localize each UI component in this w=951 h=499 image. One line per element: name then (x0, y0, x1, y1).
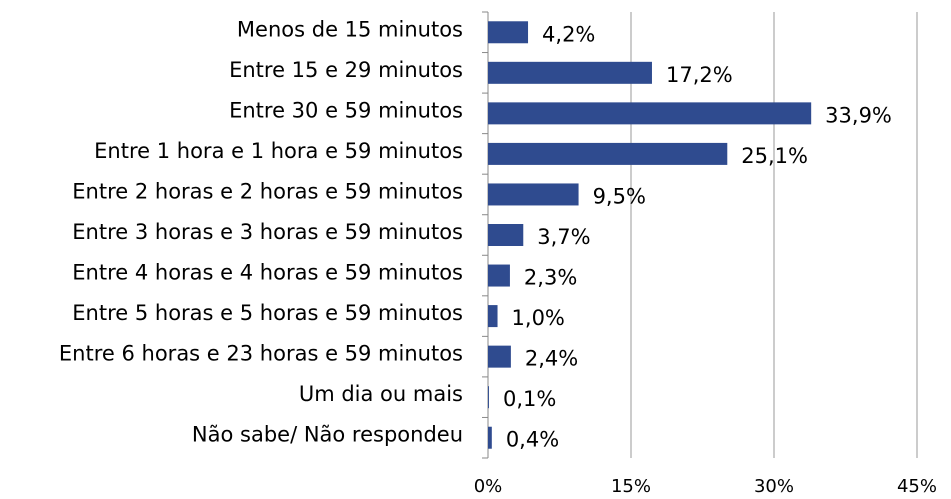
x-tick-label: 0% (474, 476, 503, 497)
bar (488, 61, 652, 84)
y-tick-label: Entre 4 horas e 4 horas e 59 minutos (72, 261, 463, 285)
value-label: 9,5% (593, 184, 646, 208)
value-label: 1,0% (512, 306, 565, 330)
bar (488, 102, 812, 125)
x-tick-label: 30% (754, 476, 794, 497)
y-tick-label: Não sabe/ Não respondeu (192, 423, 463, 447)
x-tick-label: 15% (611, 476, 651, 497)
bar (488, 426, 492, 449)
y-tick-label: Entre 15 e 29 minutos (229, 58, 463, 82)
y-tick-label: Menos de 15 minutos (237, 17, 463, 41)
value-label: 4,2% (542, 22, 595, 46)
value-label: 3,7% (537, 225, 590, 249)
y-tick-label: Entre 30 e 59 minutos (229, 98, 463, 122)
value-label: 33,9% (825, 103, 892, 127)
bar (488, 386, 489, 409)
y-tick-label: Entre 3 horas e 3 horas e 59 minutos (72, 220, 463, 244)
y-tick-label: Entre 6 horas e 23 horas e 59 minutos (59, 342, 463, 366)
value-label: 2,4% (525, 347, 578, 371)
value-label: 0,4% (506, 428, 559, 452)
y-tick-label: Entre 5 horas e 5 horas e 59 minutos (72, 301, 463, 325)
value-label: 0,1% (503, 387, 556, 411)
bar (488, 264, 510, 287)
x-tick-label: 45% (897, 476, 937, 497)
y-tick-label: Entre 2 horas e 2 horas e 59 minutos (72, 179, 463, 203)
y-tick-label: Entre 1 hora e 1 hora e 59 minutos (94, 139, 463, 163)
bar (488, 224, 524, 246)
bar (488, 183, 579, 206)
value-label: 2,3% (524, 266, 577, 290)
bar (488, 305, 498, 328)
bar (488, 142, 728, 165)
bar (488, 21, 529, 44)
y-tick-label: Um dia ou mais (299, 382, 463, 406)
value-label: 17,2% (666, 63, 733, 87)
value-label: 25,1% (741, 144, 808, 168)
bar (488, 345, 511, 368)
